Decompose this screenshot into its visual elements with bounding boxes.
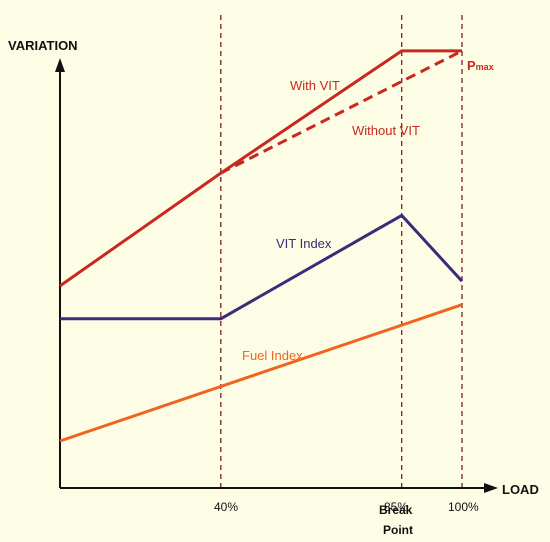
x-tick-100: 100% xyxy=(448,500,479,514)
pmax-main: P xyxy=(467,58,476,73)
x-tick-85: 85% xyxy=(384,500,408,514)
break-point-label-line2: Point xyxy=(383,523,413,537)
series-label-without-vit: Without VIT xyxy=(352,123,420,138)
series-line-with-vit xyxy=(59,49,462,288)
pmax-subscript: max xyxy=(476,62,494,72)
series-label-fuel-index: Fuel Index xyxy=(242,348,303,363)
y-axis-label: VARIATION xyxy=(8,38,78,53)
series-line-vit-index xyxy=(60,213,464,321)
x-axis-arrow-icon xyxy=(484,483,498,493)
break-point-label-line1: Break xyxy=(379,503,413,517)
x-axis-label: LOAD xyxy=(502,482,539,497)
pmax-label: Pmax xyxy=(467,58,494,73)
series-line-fuel-index xyxy=(59,303,463,443)
series-label-vit-index: VIT Index xyxy=(276,236,332,251)
y-axis-arrow-icon xyxy=(55,58,65,72)
series-label-with-vit: With VIT xyxy=(290,78,340,93)
x-tick-40: 40% xyxy=(214,500,238,514)
series-line-without-vit xyxy=(220,49,463,175)
